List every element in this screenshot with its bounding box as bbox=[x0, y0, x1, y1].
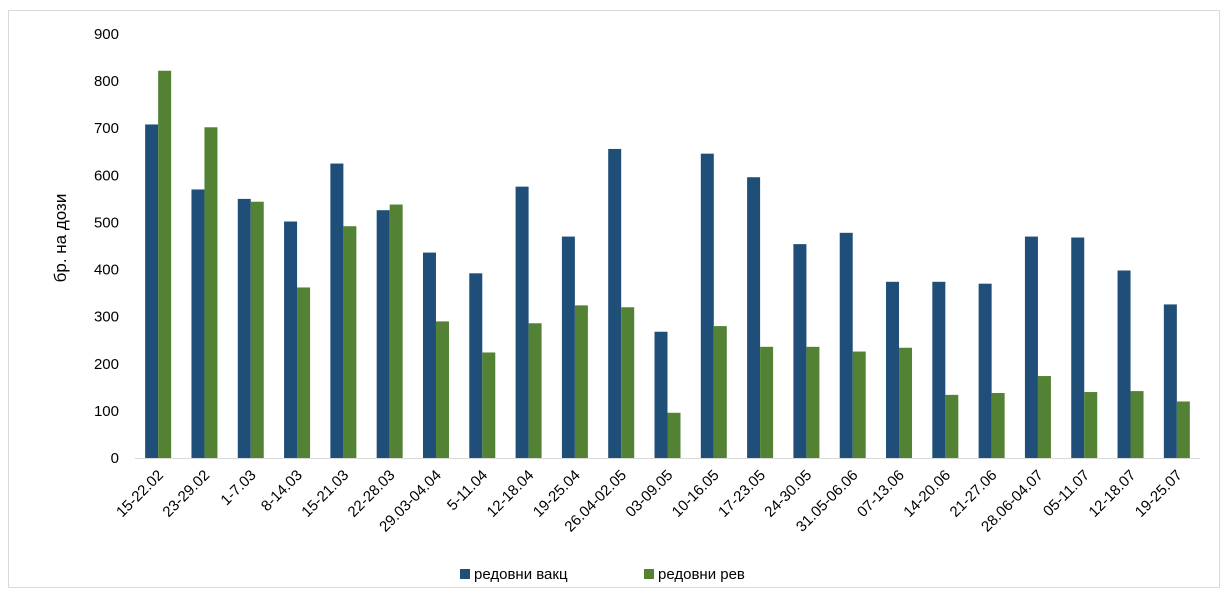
bar-vaccination bbox=[654, 331, 668, 458]
x-tick-label: 10-16.05 bbox=[669, 467, 723, 521]
bar-revaccination bbox=[482, 352, 496, 458]
x-tick-label: 07-13.06 bbox=[854, 467, 908, 521]
bar-revaccination bbox=[158, 70, 172, 458]
y-axis-ticks: 0 100 200 300 400 500 600 700 800 900 bbox=[94, 26, 119, 467]
y-tick-label: 500 bbox=[94, 214, 119, 231]
x-tick-label: 12-18.07 bbox=[1085, 467, 1139, 521]
x-tick-label: 15-21.03 bbox=[298, 467, 352, 521]
y-tick-label: 300 bbox=[94, 309, 119, 326]
bar-revaccination bbox=[574, 305, 588, 458]
bar-vaccination bbox=[330, 163, 344, 458]
bar-revaccination bbox=[899, 347, 913, 458]
x-tick-label: 15-22.02 bbox=[113, 467, 167, 521]
bar-revaccination bbox=[945, 394, 959, 458]
bar-vaccination bbox=[191, 189, 205, 458]
bar-vaccination bbox=[839, 232, 853, 458]
bar-vaccination bbox=[886, 281, 900, 458]
y-tick-label: 700 bbox=[94, 120, 119, 137]
bar-vaccination bbox=[793, 244, 807, 458]
y-tick-label: 800 bbox=[94, 73, 119, 90]
legend-swatch-revaccination bbox=[644, 569, 654, 579]
bar-revaccination bbox=[806, 346, 820, 458]
bar-revaccination bbox=[713, 326, 727, 458]
x-tick-label: 14-20.06 bbox=[900, 467, 954, 521]
bar-revaccination bbox=[991, 392, 1005, 458]
bar-revaccination bbox=[250, 201, 264, 458]
y-axis-title: бр. на дози bbox=[51, 194, 70, 283]
bar-vaccination bbox=[284, 221, 298, 458]
y-tick-label: 600 bbox=[94, 167, 119, 184]
legend: редовни вакц редовни рев bbox=[460, 566, 745, 583]
x-tick-label: 12-18.04 bbox=[484, 467, 538, 521]
bar-revaccination bbox=[297, 287, 311, 458]
bar-vaccination bbox=[376, 210, 390, 458]
bar-revaccination bbox=[528, 323, 542, 458]
y-tick-label: 100 bbox=[94, 403, 119, 420]
bar-revaccination bbox=[852, 351, 866, 458]
y-tick-label: 200 bbox=[94, 356, 119, 373]
bar-vaccination bbox=[608, 148, 622, 458]
bar-vaccination bbox=[747, 177, 761, 458]
x-tick-label: 03-09.05 bbox=[622, 467, 676, 521]
bar-revaccination bbox=[204, 127, 218, 458]
bar-vaccination bbox=[978, 283, 992, 458]
y-axis-title-group: бр. на дози bbox=[51, 194, 70, 283]
legend-label-revaccination: редовни рев bbox=[658, 566, 745, 583]
x-tick-label: 1-7.03 bbox=[217, 467, 259, 509]
bar-vaccination bbox=[561, 236, 575, 458]
bar-vaccination bbox=[1163, 304, 1177, 458]
bar-vaccination bbox=[145, 124, 159, 458]
bar-vaccination bbox=[422, 252, 436, 458]
legend-swatch-vaccination bbox=[460, 569, 470, 579]
y-tick-label: 400 bbox=[94, 262, 119, 279]
bar-revaccination bbox=[343, 226, 357, 458]
bar-revaccination bbox=[1037, 376, 1051, 458]
bar-revaccination bbox=[389, 204, 403, 458]
bar-revaccination bbox=[1176, 401, 1190, 458]
x-tick-label: 19-25.07 bbox=[1132, 467, 1186, 521]
y-tick-label: 900 bbox=[94, 26, 119, 43]
bar-vaccination bbox=[1071, 237, 1085, 458]
bar-revaccination bbox=[760, 346, 774, 458]
bar-vaccination bbox=[1117, 270, 1131, 458]
bar-vaccination bbox=[515, 186, 529, 458]
bars bbox=[145, 70, 1190, 458]
bar-revaccination bbox=[435, 321, 449, 458]
bar-revaccination bbox=[667, 412, 681, 458]
bar-revaccination bbox=[1084, 392, 1098, 458]
x-tick-label: 23-29.02 bbox=[159, 467, 213, 521]
x-tick-label: 05-11.07 bbox=[1040, 467, 1093, 520]
bar-revaccination bbox=[1130, 391, 1144, 458]
x-tick-label: 17-23.05 bbox=[715, 467, 769, 521]
bar-vaccination bbox=[700, 153, 714, 458]
y-tick-label: 0 bbox=[111, 450, 119, 467]
bar-vaccination bbox=[932, 281, 946, 458]
legend-label-vaccination: редовни вакц bbox=[474, 566, 568, 583]
bar-vaccination bbox=[237, 198, 251, 458]
bar-vaccination bbox=[1024, 236, 1038, 458]
bar-revaccination bbox=[621, 307, 635, 458]
bar-vaccination bbox=[469, 273, 483, 458]
